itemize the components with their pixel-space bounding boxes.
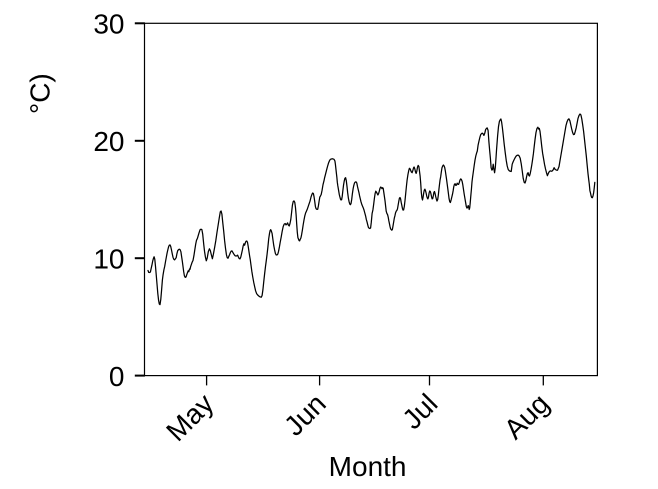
svg-text:Month: Month (329, 451, 407, 482)
svg-text:20: 20 (93, 126, 124, 157)
svg-text:°C): °C) (25, 73, 56, 114)
svg-text:30: 30 (93, 9, 124, 40)
svg-text:10: 10 (93, 243, 124, 274)
svg-text:0: 0 (109, 361, 125, 392)
